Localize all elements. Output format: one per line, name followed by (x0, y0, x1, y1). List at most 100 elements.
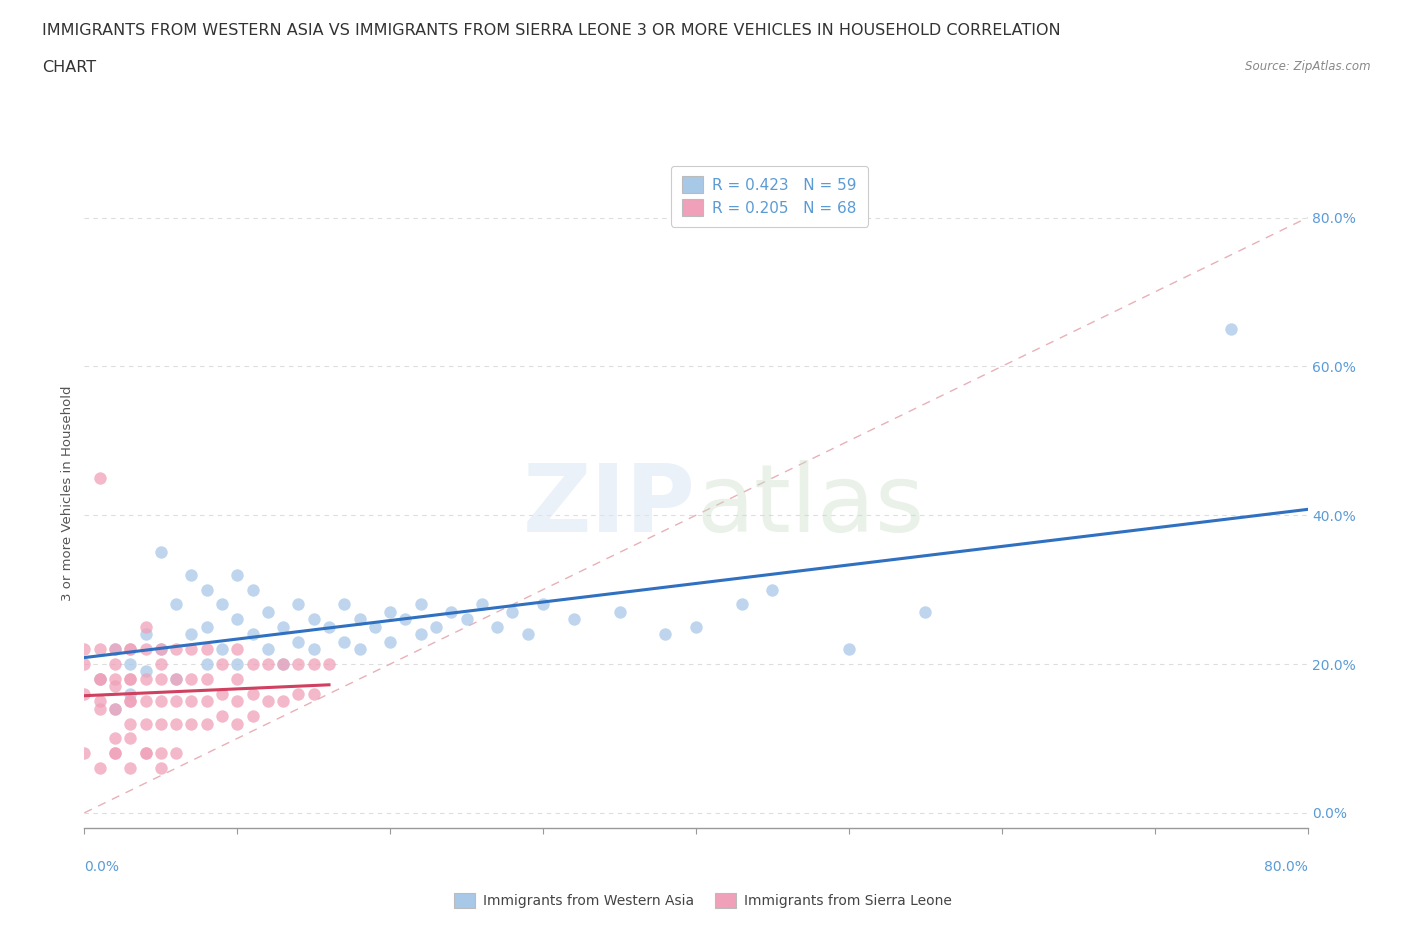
Point (380, 634, 402, 649)
Point (271, 657, 294, 671)
Point (89, 694, 111, 709)
Point (226, 694, 249, 709)
Point (516, 627, 538, 642)
Point (135, 746, 157, 761)
Point (89, 671, 111, 686)
Point (165, 716, 187, 731)
Point (120, 657, 142, 671)
Point (104, 679, 127, 694)
Point (242, 709, 264, 724)
Point (271, 619, 294, 634)
Point (211, 709, 233, 724)
Point (135, 716, 157, 731)
Point (195, 619, 218, 634)
Point (257, 642, 280, 657)
Point (73, 746, 96, 761)
Point (380, 604, 402, 619)
Point (89, 471, 111, 485)
Point (271, 657, 294, 671)
Point (180, 567, 202, 582)
Point (120, 671, 142, 686)
Point (287, 686, 309, 701)
Point (104, 671, 127, 686)
Point (242, 582, 264, 597)
Point (195, 671, 218, 686)
Point (120, 642, 142, 657)
Point (440, 604, 463, 619)
Point (104, 746, 127, 761)
Point (120, 731, 142, 746)
Point (318, 619, 340, 634)
Point (226, 642, 249, 657)
Point (1220, 322, 1243, 337)
Point (287, 597, 309, 612)
Point (89, 671, 111, 686)
Point (333, 634, 356, 649)
Point (149, 694, 172, 709)
Point (242, 657, 264, 671)
Text: ZIP: ZIP (523, 460, 696, 552)
Point (104, 642, 127, 657)
Point (149, 671, 172, 686)
Point (195, 657, 218, 671)
Point (135, 746, 157, 761)
Point (211, 597, 233, 612)
Text: atlas: atlas (696, 460, 924, 552)
Point (104, 657, 127, 671)
Legend: R = 0.423   N = 59, R = 0.205   N = 68: R = 0.423 N = 59, R = 0.205 N = 68 (671, 166, 868, 227)
Point (394, 612, 416, 627)
Point (302, 642, 325, 657)
Point (104, 701, 127, 716)
Point (89, 701, 111, 716)
Point (226, 671, 249, 686)
Text: CHART: CHART (42, 60, 96, 75)
Point (409, 627, 432, 642)
Point (89, 671, 111, 686)
Point (149, 657, 172, 671)
Point (149, 642, 172, 657)
Point (180, 716, 202, 731)
Point (135, 671, 157, 686)
Point (73, 657, 96, 671)
Point (195, 716, 218, 731)
Point (120, 694, 142, 709)
Point (531, 597, 554, 612)
Point (73, 686, 96, 701)
Point (226, 657, 249, 671)
Point (120, 761, 142, 776)
Point (165, 642, 187, 657)
Point (135, 619, 157, 634)
Point (180, 642, 202, 657)
Point (149, 746, 172, 761)
Point (502, 604, 524, 619)
Point (226, 612, 249, 627)
Point (180, 627, 202, 642)
Point (838, 642, 860, 657)
Point (165, 746, 187, 761)
Point (318, 657, 340, 671)
Point (120, 716, 142, 731)
Point (135, 627, 157, 642)
Point (104, 642, 127, 657)
Point (180, 694, 202, 709)
Text: IMMIGRANTS FROM WESTERN ASIA VS IMMIGRANTS FROM SIERRA LEONE 3 OR MORE VEHICLES : IMMIGRANTS FROM WESTERN ASIA VS IMMIGRAN… (42, 23, 1060, 38)
Point (731, 597, 754, 612)
Point (120, 642, 142, 657)
Point (242, 627, 264, 642)
Y-axis label: 3 or more Vehicles in Household: 3 or more Vehicles in Household (60, 385, 75, 601)
Point (914, 604, 936, 619)
Point (180, 671, 202, 686)
Point (165, 597, 187, 612)
Point (120, 694, 142, 709)
Point (486, 619, 509, 634)
Point (471, 597, 494, 612)
Point (149, 545, 172, 560)
Point (211, 642, 233, 657)
Point (211, 686, 233, 701)
Point (165, 671, 187, 686)
Point (135, 664, 157, 679)
Point (425, 619, 447, 634)
Point (609, 604, 631, 619)
Text: 0.0%: 0.0% (84, 860, 120, 874)
Point (195, 642, 218, 657)
